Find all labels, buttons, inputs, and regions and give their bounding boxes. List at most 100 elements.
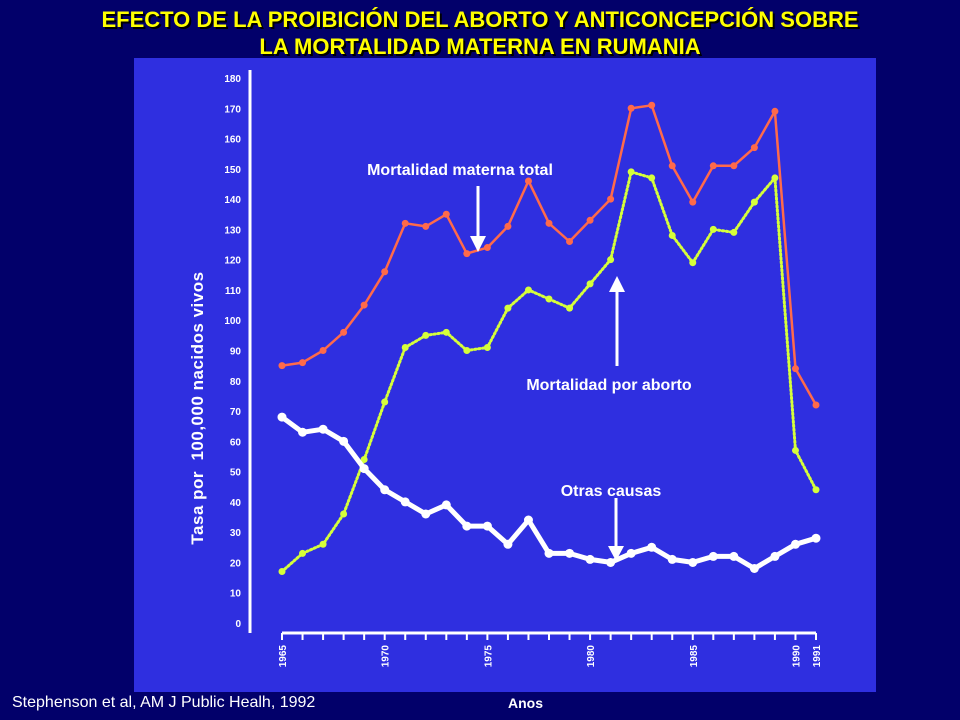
point-abortion-1991 xyxy=(812,486,820,494)
point-total-1986 xyxy=(709,162,717,170)
annotation-arrow-total xyxy=(470,186,486,252)
point-abortion-1982 xyxy=(627,168,635,176)
x-tick-label-1970: 1970 xyxy=(381,645,392,668)
point-abortion-1987 xyxy=(730,228,738,236)
y-tick-label-110: 110 xyxy=(225,286,242,297)
point-total-1983 xyxy=(648,101,656,109)
point-other-1968 xyxy=(339,436,349,446)
slide-title-line-2: LA MORTALIDAD MATERNA EN RUMANIA xyxy=(259,34,701,59)
point-total-1966 xyxy=(299,359,307,367)
y-tick-label-120: 120 xyxy=(224,256,241,267)
point-abortion-1967 xyxy=(319,540,327,548)
y-tick-label-20: 20 xyxy=(230,558,242,569)
point-abortion-1972 xyxy=(422,331,430,339)
point-abortion-1975 xyxy=(483,343,491,351)
point-other-1981 xyxy=(606,557,616,567)
y-tick-label-150: 150 xyxy=(224,165,241,176)
point-total-1968 xyxy=(340,328,348,336)
point-other-1977 xyxy=(523,515,533,525)
y-tick-label-70: 70 xyxy=(230,407,242,418)
point-total-1989 xyxy=(771,107,779,115)
point-total-1979 xyxy=(566,238,574,245)
y-tick-label-90: 90 xyxy=(230,347,242,358)
x-tick-label-1985: 1985 xyxy=(689,645,700,668)
point-other-1978 xyxy=(544,548,554,558)
point-abortion-1965 xyxy=(278,568,286,576)
point-total-1980 xyxy=(586,216,594,224)
y-tick-label-180: 180 xyxy=(224,74,241,85)
point-abortion-1988 xyxy=(750,198,758,206)
point-abortion-1990 xyxy=(791,446,799,454)
annotation-other: Otras causas xyxy=(561,483,662,500)
citation: Stephenson et al, AM J Public Healh, 199… xyxy=(12,694,316,711)
series-abortion xyxy=(278,168,820,576)
point-total-1981 xyxy=(607,195,615,203)
point-other-1991 xyxy=(811,533,821,543)
y-tick-label-0: 0 xyxy=(235,619,241,630)
point-abortion-1970 xyxy=(381,398,389,406)
y-tick-label-50: 50 xyxy=(230,468,242,479)
y-tick-label-130: 130 xyxy=(224,225,241,236)
point-abortion-1971 xyxy=(401,343,409,351)
annotation-total: Mortalidad materna total xyxy=(367,162,553,179)
point-other-1965 xyxy=(277,412,287,422)
point-abortion-1981 xyxy=(607,256,615,264)
point-other-1972 xyxy=(421,509,431,519)
point-total-1969 xyxy=(360,301,368,309)
point-total-1967 xyxy=(319,347,327,354)
point-total-1982 xyxy=(627,104,635,112)
annotation-arrow-other xyxy=(608,498,624,561)
y-tick-label-100: 100 xyxy=(224,316,241,327)
point-total-1970 xyxy=(381,268,389,276)
point-total-1984 xyxy=(668,162,676,170)
slide-title: EFECTO DE LA PROIBICIÓN DEL ABORTO Y ANT… xyxy=(0,6,960,60)
point-abortion-1966 xyxy=(299,549,307,557)
point-other-1970 xyxy=(380,485,390,495)
point-abortion-1977 xyxy=(524,286,532,294)
point-other-1974 xyxy=(462,521,472,531)
annotation-arrow-abortion xyxy=(609,276,625,366)
x-tick-label-1980: 1980 xyxy=(586,645,597,668)
plot-panel: 0 10 20 30 40 50 60 70 80 90 100 110 120 130 140 150 160… xyxy=(134,58,876,692)
series-line-other xyxy=(279,414,819,571)
point-total-1972 xyxy=(422,222,430,230)
point-total-1978 xyxy=(545,219,553,227)
point-total-1991 xyxy=(812,401,820,409)
point-other-1984 xyxy=(667,554,677,564)
point-other-1973 xyxy=(441,500,451,510)
point-other-1982 xyxy=(626,548,636,558)
point-abortion-1979 xyxy=(566,304,574,312)
point-abortion-1989 xyxy=(771,174,779,182)
point-total-1975 xyxy=(483,244,491,252)
point-total-1971 xyxy=(401,219,409,227)
point-total-1974 xyxy=(463,250,471,258)
point-abortion-1984 xyxy=(668,231,676,239)
point-abortion-1978 xyxy=(545,295,553,303)
x-axis-label: Anos xyxy=(508,695,543,711)
y-tick-label-40: 40 xyxy=(230,498,242,509)
x-tick-label-1975: 1975 xyxy=(483,645,494,668)
point-total-1990 xyxy=(791,365,799,373)
y-tick-label-160: 160 xyxy=(224,135,241,146)
y-tick-label-30: 30 xyxy=(230,528,242,539)
point-abortion-1969 xyxy=(360,456,368,463)
annotation-abortion: Mortalidad por aborto xyxy=(526,377,692,394)
point-total-1988 xyxy=(750,144,758,152)
slide-title-line-1: EFECTO DE LA PROIBICIÓN DEL ABORTO Y ANT… xyxy=(101,7,859,32)
point-other-1983 xyxy=(647,542,657,552)
point-total-1977 xyxy=(524,177,532,185)
point-abortion-1980 xyxy=(586,280,594,288)
point-other-1980 xyxy=(585,554,595,564)
point-other-1987 xyxy=(729,551,739,561)
point-other-1967 xyxy=(318,424,328,434)
point-abortion-1986 xyxy=(709,225,717,233)
point-total-1976 xyxy=(504,222,512,230)
x-tick-label-1965: 1965 xyxy=(278,645,289,668)
point-other-1975 xyxy=(482,521,492,531)
y-tick-label-80: 80 xyxy=(230,377,242,388)
point-other-1986 xyxy=(708,551,718,561)
point-other-1988 xyxy=(749,564,759,573)
point-other-1990 xyxy=(790,539,800,549)
point-other-1969 xyxy=(359,464,369,474)
point-total-1987 xyxy=(730,162,738,170)
